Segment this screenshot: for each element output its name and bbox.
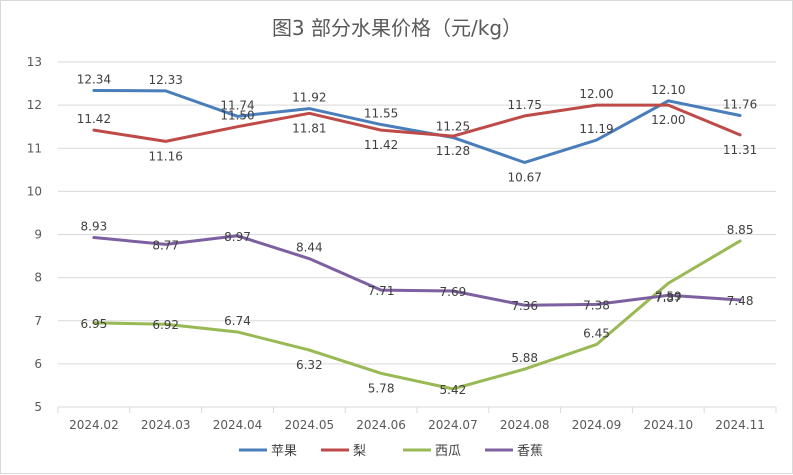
data-label: 8.97 (224, 230, 251, 244)
data-label: 5.42 (440, 383, 467, 397)
data-label: 6.95 (81, 317, 108, 331)
legend-label: 梨 (353, 444, 366, 459)
data-label: 12.00 (651, 113, 685, 127)
data-label: 8.44 (296, 241, 323, 255)
data-label: 11.31 (723, 143, 757, 157)
y-tick-label: 8 (34, 271, 42, 285)
data-label: 11.92 (292, 91, 326, 105)
data-label: 6.74 (224, 314, 251, 328)
data-label: 7.71 (368, 284, 395, 298)
data-label: 7.36 (511, 299, 538, 313)
data-label: 7.48 (727, 294, 754, 308)
data-label: 10.67 (508, 170, 542, 184)
y-tick-label: 7 (34, 314, 42, 328)
data-label: 11.76 (723, 97, 757, 111)
data-label: 12.33 (149, 73, 183, 87)
chart-title: 图3 部分水果价格（元/kg） (272, 16, 522, 40)
x-tick-label: 2024.03 (141, 418, 191, 432)
data-label: 7.59 (655, 289, 682, 303)
data-label: 11.16 (149, 149, 183, 163)
data-label: 6.92 (152, 318, 179, 332)
x-tick-label: 2024.02 (69, 418, 119, 432)
x-tick-label: 2024.05 (284, 418, 334, 432)
x-tick-label: 2024.04 (213, 418, 263, 432)
gridlines (58, 61, 776, 408)
data-label: 12.34 (77, 72, 111, 86)
y-tick-label: 11 (27, 141, 42, 155)
data-label: 11.25 (436, 119, 470, 133)
data-label: 12.00 (579, 87, 613, 101)
data-label: 8.85 (727, 223, 754, 237)
x-tick-label: 2024.10 (643, 418, 693, 432)
legend-label: 苹果 (271, 444, 297, 459)
y-tick-label: 13 (27, 55, 42, 69)
y-tick-label: 9 (34, 228, 42, 242)
data-label: 11.42 (77, 112, 111, 126)
series-line (92, 234, 742, 307)
legend-label: 西瓜 (435, 444, 461, 459)
series-lines (92, 88, 742, 391)
data-label: 6.45 (583, 326, 610, 340)
data-label: 11.81 (292, 121, 326, 135)
y-tick-label: 10 (27, 184, 42, 198)
y-tick-label: 12 (27, 98, 42, 112)
data-label: 8.93 (81, 220, 108, 234)
series-line (92, 88, 742, 164)
data-label: 12.10 (651, 83, 685, 97)
legend-label: 香蕉 (517, 444, 543, 459)
data-label: 11.42 (364, 138, 398, 152)
data-label: 5.88 (511, 351, 538, 365)
y-axis: 5 6 7 8 9 10 11 12 13 (27, 55, 42, 414)
data-label: 11.19 (579, 122, 613, 136)
data-label: 7.87 (655, 291, 682, 305)
series-line (92, 103, 742, 143)
data-label: 7.69 (440, 285, 467, 299)
data-label: 11.75 (508, 98, 542, 112)
x-tick-label: 2024.07 (428, 418, 478, 432)
data-label: 8.77 (152, 238, 179, 252)
data-label: 11.55 (364, 107, 398, 121)
data-labels: 12.34 12.33 11.74 11.92 11.55 11.25 10.67 11.19… (77, 72, 758, 396)
y-tick-label: 5 (34, 400, 42, 414)
legend: 苹果 梨 西瓜 香蕉 (239, 444, 543, 459)
data-label: 11.74 (220, 98, 254, 112)
x-tick-label: 2024.09 (572, 418, 622, 432)
data-label: 7.38 (583, 298, 610, 312)
data-label: 5.78 (368, 381, 395, 395)
y-tick-label: 6 (34, 357, 42, 371)
x-axis: 2024.02 2024.03 2024.04 2024.05 2024.06 2024.… (57, 407, 777, 432)
x-tick-label: 2024.06 (356, 418, 406, 432)
data-label: 6.32 (296, 358, 323, 372)
x-tick-label: 2024.11 (715, 418, 765, 432)
series-line (92, 239, 742, 391)
data-label: 11.50 (220, 109, 254, 123)
data-label: 11.28 (436, 144, 470, 158)
x-tick-label: 2024.08 (500, 418, 550, 432)
